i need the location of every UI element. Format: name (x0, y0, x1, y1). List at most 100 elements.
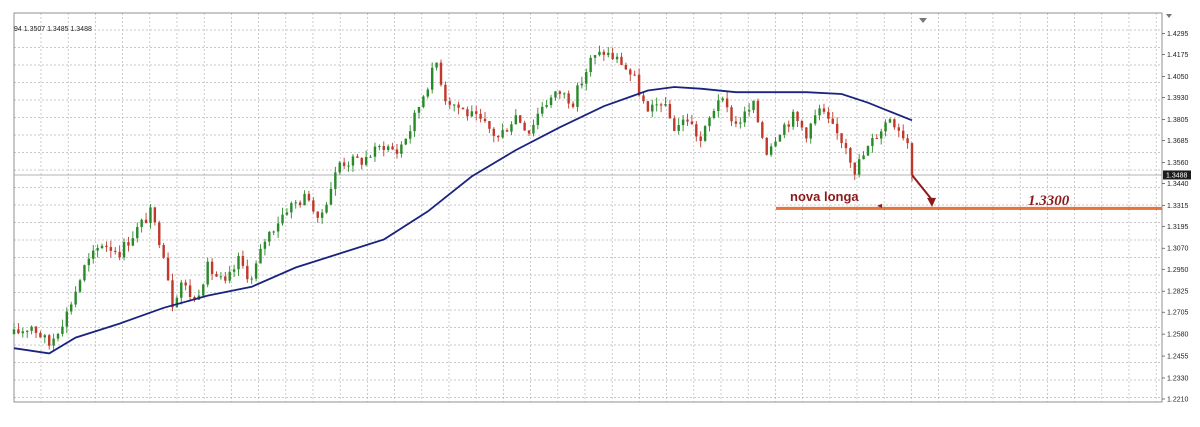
candle-bull (413, 112, 416, 132)
candle-bear (246, 265, 249, 280)
candle-bull (259, 248, 262, 264)
candle-bear (395, 149, 399, 154)
candle-bull (514, 115, 518, 125)
candle-bear (796, 111, 799, 122)
candle-bear (342, 162, 346, 166)
candle-bear (448, 101, 452, 105)
candle-bull (149, 207, 152, 224)
candle-bull (122, 242, 126, 258)
y-tick-label: 1.3440 (1167, 181, 1189, 188)
candle-bear (466, 109, 469, 117)
candle-bear (637, 74, 641, 96)
candle-bull (250, 278, 253, 280)
candle-bear (849, 148, 852, 163)
candle-bull (717, 100, 720, 112)
candle-bull (61, 326, 64, 334)
scroll-marker-icon (919, 18, 927, 23)
candle-bull (92, 250, 95, 259)
candle-bear (483, 118, 487, 122)
candle-bear (479, 113, 482, 119)
candle-bear (646, 101, 650, 112)
candle-bull (549, 97, 553, 106)
candle-bull (285, 212, 289, 215)
candle-bear (127, 242, 130, 246)
candle-bear (505, 130, 509, 132)
y-tick-label: 1.2950 (1167, 267, 1189, 274)
candle-bear (474, 111, 478, 114)
candle-bull (866, 146, 870, 156)
candle-bear (558, 91, 562, 94)
candle-bull (272, 231, 275, 233)
candle-bull (585, 72, 588, 84)
candle-bear (444, 84, 447, 102)
candle-bull (813, 115, 817, 124)
candle-bear (457, 104, 460, 108)
candle-bear (109, 247, 113, 251)
candle-bear (171, 280, 174, 308)
candle-bear (690, 121, 694, 125)
candle-bear (307, 193, 311, 201)
candle-bear (831, 118, 834, 124)
moving-average-line (13, 86, 913, 355)
y-tick-label: 1.2330 (1167, 375, 1189, 382)
y-tick-label: 1.2210 (1167, 397, 1189, 404)
candle-bull (338, 162, 341, 173)
candle-bull (778, 134, 782, 142)
candle-bull (254, 263, 258, 279)
candle-bull (536, 113, 540, 125)
candle-bear (699, 136, 702, 141)
candle-bull (56, 333, 60, 339)
candle-bull (320, 212, 324, 218)
candle-bear (827, 111, 830, 119)
candle-bear (114, 250, 117, 252)
y-tick-label: 1.3195 (1167, 224, 1189, 231)
y-tick-label: 1.4295 (1167, 31, 1189, 38)
candle-bull (70, 304, 73, 312)
candle-bull (232, 269, 236, 272)
y-tick-label: 1.4050 (1167, 74, 1189, 81)
candle-bear (730, 107, 733, 122)
candle-bull (532, 124, 535, 134)
candle-bull (857, 159, 861, 175)
candle-bear (611, 52, 614, 60)
candle-bear (668, 104, 672, 119)
candle-bull (888, 119, 892, 123)
candle-bull (862, 155, 865, 160)
candle-bear (210, 261, 214, 275)
candle-bear (39, 332, 42, 338)
candle-bear (901, 130, 905, 139)
axis-shift-icon (1166, 14, 1172, 18)
candle-bull (501, 130, 504, 138)
candle-bear (844, 143, 848, 149)
candle-bear (602, 51, 606, 55)
candle-bull (30, 326, 33, 331)
candle-bull (219, 276, 223, 278)
candle-bear (642, 95, 645, 102)
candle-bull (769, 146, 773, 155)
candle-bull (25, 330, 29, 332)
candle-bull (677, 125, 680, 131)
candle-bull (78, 280, 82, 292)
candle-bull (422, 96, 425, 107)
candle-bear (761, 122, 764, 138)
candle-bull (783, 124, 786, 135)
candle-bull (576, 85, 579, 107)
candle-bull (708, 117, 711, 127)
candle-bull (52, 338, 55, 346)
candle-bull (100, 245, 104, 249)
candle-bear (48, 335, 51, 346)
y-tick-label: 1.3070 (1167, 246, 1189, 253)
candle-bull (871, 138, 874, 147)
candle-bull (400, 144, 403, 154)
candle-bull (580, 83, 584, 86)
trend-arrow-head (927, 197, 936, 207)
candle-bull (202, 284, 205, 296)
candle-bull (598, 51, 601, 56)
candle-bull (228, 271, 231, 281)
candle-bull (136, 227, 139, 239)
candle-bull (373, 146, 377, 157)
candle-bull (589, 57, 592, 73)
candle-bull (426, 89, 429, 97)
